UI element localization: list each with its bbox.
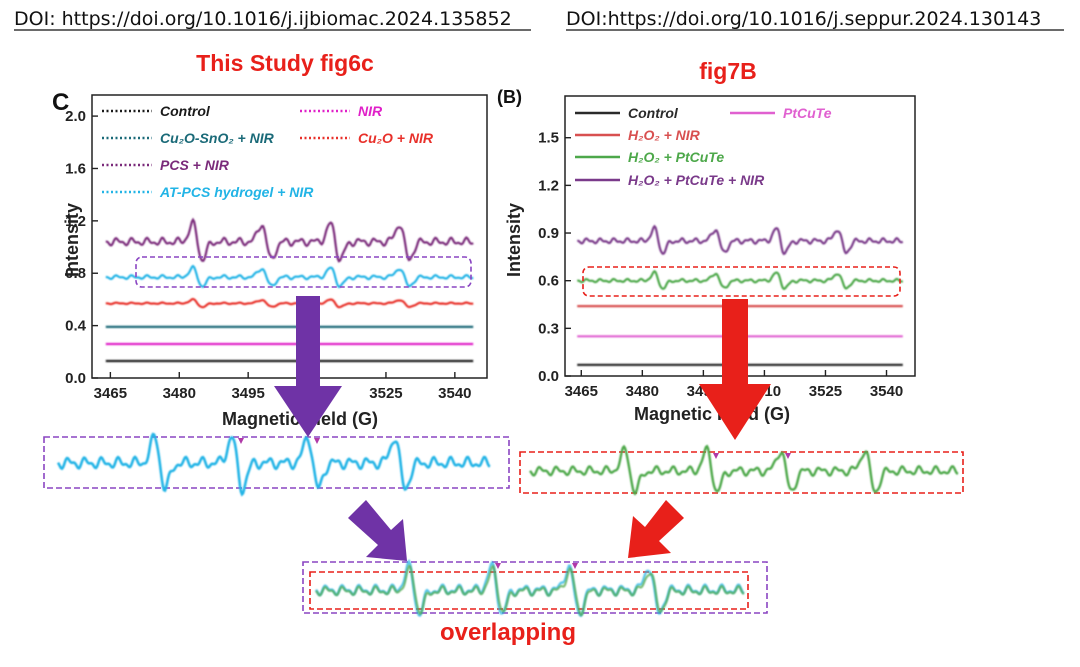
y-axis-label-left: Intensity: [62, 203, 82, 277]
y-tick-label: 1.2: [65, 213, 86, 230]
y-tick-label: 2.0: [65, 108, 86, 125]
overlapping-label: overlapping: [440, 619, 576, 646]
x-tick-label: 3480: [626, 383, 659, 400]
series-line: [105, 297, 474, 309]
title-right: fig7B: [699, 58, 757, 84]
x-tick-label: 3465: [565, 383, 598, 400]
overlap-peak-markers: [495, 563, 578, 569]
y-tick-label: 1.6: [65, 160, 86, 177]
y-tick-label: 1.2: [538, 177, 559, 194]
overlap-trace-green: [315, 564, 745, 617]
y-tick-label: 0.6: [538, 273, 559, 290]
x-tick-label: 3465: [94, 385, 127, 402]
y-axis-label-right: Intensity: [504, 203, 524, 277]
legend-label: PtCuTe: [783, 105, 832, 121]
y-tick-label: 0.9: [538, 225, 559, 242]
series-line: [105, 217, 474, 263]
title-left: This Study fig6c: [196, 50, 374, 76]
zoom-trace-cyan: [56, 432, 491, 497]
series-line: [577, 224, 904, 256]
x-tick-label: 3480: [163, 385, 196, 402]
x-tick-label: 3495: [231, 385, 264, 402]
legend-label: AT-PCS hydrogel + NIR: [159, 184, 314, 200]
y-tick-label: 0.0: [65, 370, 86, 387]
x-axis-label-right: Magnetic Field (G): [634, 404, 790, 424]
legend-label: H₂O₂ + PtCuTe + NIR: [628, 172, 765, 188]
y-tick-label: 0.4: [65, 318, 87, 335]
overlap-box-purple: [302, 561, 768, 614]
x-tick-label: 3525: [809, 383, 842, 400]
legend-label: PCS + NIR: [160, 157, 230, 173]
series-line: [105, 264, 474, 289]
zoom-box-green: [519, 451, 964, 494]
overlap-box-red: [309, 571, 749, 610]
legend-label: NIR: [358, 103, 383, 119]
legend-label: Control: [628, 105, 679, 121]
plot-frame-left: [91, 94, 488, 379]
y-tick-label: 0.0: [538, 368, 559, 385]
chart-fig7b: (B) 0.00.30.60.91.21.5 34653480349535103…: [497, 87, 916, 424]
legend-label: Cu₂O + NIR: [358, 130, 434, 146]
legend-label: Cu₂O-SnO₂ + NIR: [160, 130, 275, 146]
legend-label: Control: [160, 103, 211, 119]
y-tick-label: 0.3: [538, 320, 559, 337]
x-tick-label: 3525: [369, 385, 402, 402]
series-line: [577, 269, 904, 291]
arrow-diagonal-purple-icon: [348, 500, 407, 561]
doi-left: DOI: https://doi.org/10.1016/j.ijbiomac.…: [14, 8, 512, 30]
highlight-box-right: [582, 266, 901, 297]
arrow-down-red-icon: [699, 299, 771, 440]
x-tick-label: 3540: [438, 385, 471, 402]
overlap-trace-cyan: [315, 559, 745, 618]
highlight-box-left: [135, 256, 472, 288]
x-tick-label: 3540: [870, 383, 903, 400]
panel-label-c: C: [52, 89, 69, 116]
y-tick-label: 0.8: [65, 265, 86, 282]
y-tick-label: 1.5: [538, 130, 559, 147]
zoom-box-cyan: [43, 436, 510, 489]
zoom-trace-green: [529, 444, 959, 496]
legend-label: H₂O₂ + NIR: [628, 127, 701, 143]
doi-right: DOI:https://doi.org/10.1016/j.seppur.202…: [566, 8, 1041, 30]
panel-label-b: (B): [497, 87, 522, 107]
arrow-diagonal-red-icon: [628, 500, 684, 558]
arrow-down-purple-icon: [274, 296, 342, 437]
chart-fig6c: C 0.00.40.81.21.62.0 3465348034953510352…: [52, 89, 488, 429]
legend-label: H₂O₂ + PtCuTe: [628, 149, 724, 165]
